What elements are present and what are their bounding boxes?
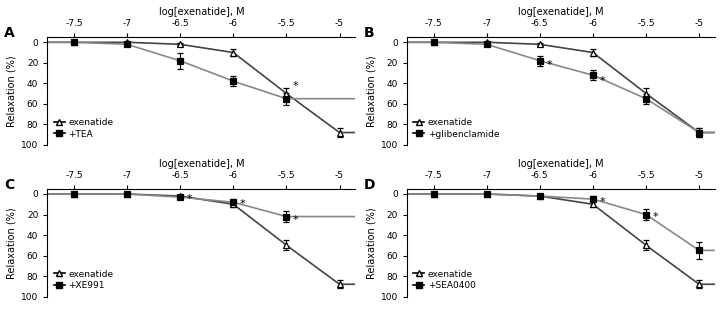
Text: *: * — [240, 199, 245, 209]
Legend: exenatide, +glibenclamide: exenatide, +glibenclamide — [412, 116, 501, 140]
X-axis label: log[exenatide], M: log[exenatide], M — [159, 159, 244, 169]
Y-axis label: Relaxation (%): Relaxation (%) — [367, 207, 377, 278]
Text: B: B — [364, 26, 375, 40]
Legend: exenatide, +TEA: exenatide, +TEA — [52, 116, 115, 140]
Text: C: C — [4, 178, 14, 192]
X-axis label: log[exenatide], M: log[exenatide], M — [518, 159, 604, 169]
Text: A: A — [4, 26, 15, 40]
Text: *: * — [546, 60, 552, 70]
Text: *: * — [599, 76, 605, 86]
Text: *: * — [599, 197, 605, 207]
Y-axis label: Relaxation (%): Relaxation (%) — [7, 55, 17, 127]
Y-axis label: Relaxation (%): Relaxation (%) — [367, 55, 377, 127]
Legend: exenatide, +SEA0400: exenatide, +SEA0400 — [412, 268, 477, 292]
Text: *: * — [293, 215, 298, 225]
Text: *: * — [653, 212, 658, 222]
X-axis label: log[exenatide], M: log[exenatide], M — [518, 7, 604, 17]
Text: *: * — [293, 81, 298, 91]
Y-axis label: Relaxation (%): Relaxation (%) — [7, 207, 17, 278]
X-axis label: log[exenatide], M: log[exenatide], M — [159, 7, 244, 17]
Legend: exenatide, +XE991: exenatide, +XE991 — [52, 268, 115, 292]
Text: D: D — [364, 178, 375, 192]
Text: *: * — [186, 194, 192, 204]
